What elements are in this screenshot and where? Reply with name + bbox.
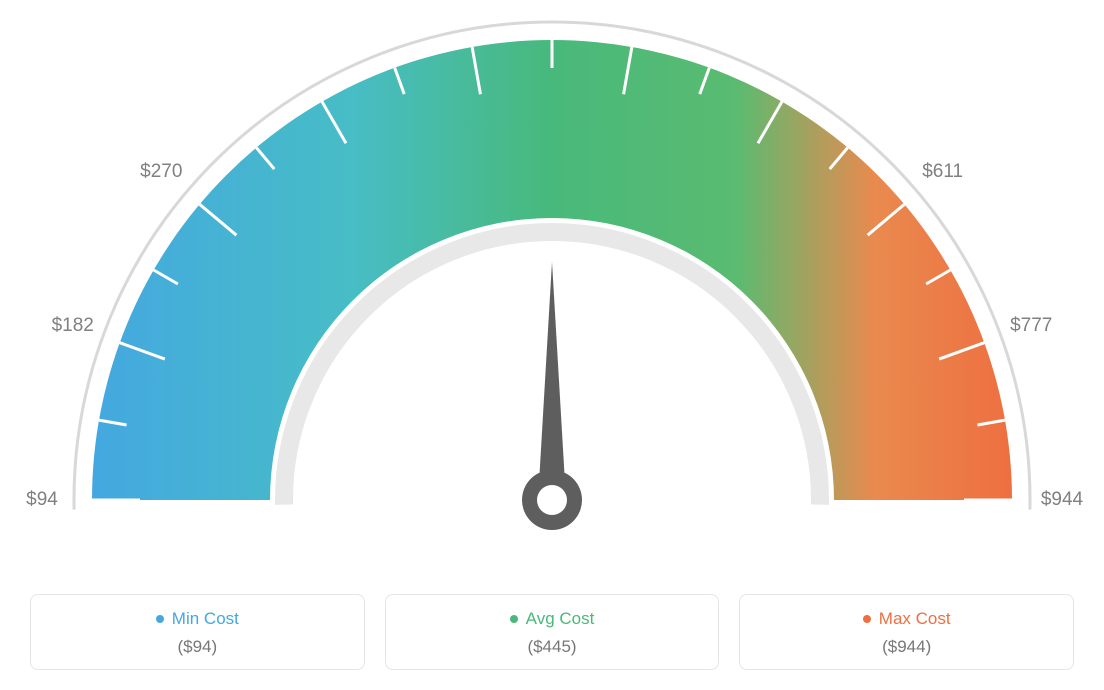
legend-min-value: ($94)	[41, 637, 354, 657]
legend-avg-card: Avg Cost ($445)	[385, 594, 720, 670]
gauge-tick-label: $445	[531, 0, 573, 1]
dot-icon	[510, 615, 518, 623]
dot-icon	[863, 615, 871, 623]
legend-row: Min Cost ($94) Avg Cost ($445) Max Cost …	[0, 594, 1104, 670]
legend-max-title: Max Cost	[863, 609, 951, 629]
legend-avg-value: ($445)	[396, 637, 709, 657]
gauge: $94$182$270$445$611$777$944	[52, 10, 1052, 570]
gauge-tick-label: $270	[140, 161, 182, 183]
dot-icon	[156, 615, 164, 623]
gauge-chart-container: $94 $182 $270 $445 $611 $777 $944 Min Cost ($9…	[0, 0, 1104, 690]
gauge-tick-label: $777	[1010, 315, 1052, 337]
gauge-tick-label: $182	[52, 315, 94, 337]
gauge-tick-label: $611	[922, 161, 963, 183]
legend-min-label: Min Cost	[172, 609, 239, 629]
legend-min-card: Min Cost ($94)	[30, 594, 365, 670]
legend-max-value: ($944)	[750, 637, 1063, 657]
legend-min-title: Min Cost	[156, 609, 239, 629]
gauge-tick-label: $94	[26, 489, 58, 511]
legend-avg-label: Avg Cost	[526, 609, 595, 629]
legend-max-label: Max Cost	[879, 609, 951, 629]
legend-avg-title: Avg Cost	[510, 609, 595, 629]
gauge-tick-label: $944	[1041, 489, 1083, 511]
legend-max-card: Max Cost ($944)	[739, 594, 1074, 670]
